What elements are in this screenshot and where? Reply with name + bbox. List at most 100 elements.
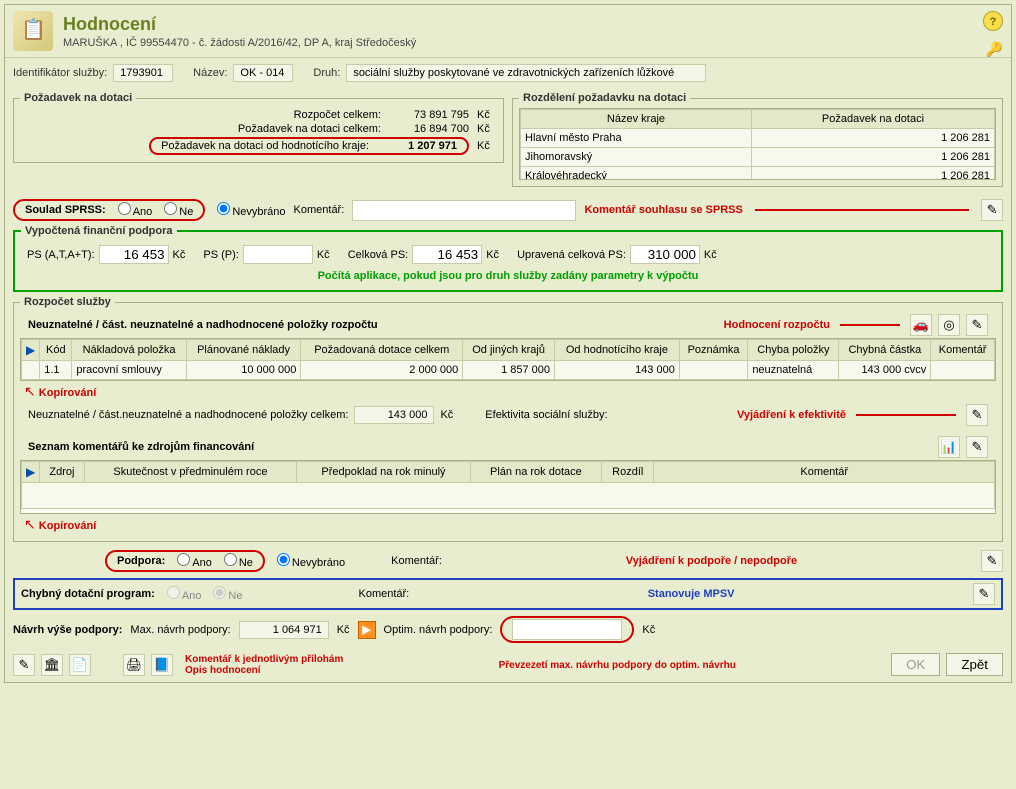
podpora-ne[interactable]: Ne xyxy=(220,553,253,569)
kc-unit: Kč xyxy=(486,249,499,261)
sprss-highlight: Soulad SPRSS: Ano Ne xyxy=(13,199,205,221)
rozdeleni-legend: Rozdělení požadavku na dotaci xyxy=(519,92,690,104)
page-title: Hodnocení xyxy=(63,14,416,35)
col-odj: Od jiných krajů xyxy=(463,340,555,361)
podpora-label: Podpora: xyxy=(117,555,165,567)
pozadavek-celkem-value: 16 894 700 xyxy=(389,123,469,135)
col-pointer: ▶ xyxy=(22,340,40,361)
pointer-icon[interactable]: ▶ xyxy=(26,343,35,357)
vypocet-fieldset: Vypočtená finanční podpora PS (A,T,A+T):… xyxy=(13,225,1003,292)
zdroje-icon-1[interactable]: 📊 xyxy=(938,436,960,458)
pozadavek-legend: Požadavek na dotaci xyxy=(20,92,136,104)
optim-input[interactable] xyxy=(512,619,622,640)
header: Hodnocení MARUŠKA , IČ 99554470 - č. žád… xyxy=(5,5,1011,58)
col-polozka: Nákladová položka xyxy=(72,340,186,361)
transfer-arrow-icon[interactable]: ▶ xyxy=(358,621,376,639)
rozdeleni-table-wrap[interactable]: Název kraje Požadavek na dotaci Hlavní m… xyxy=(519,108,996,180)
col-kom: Komentář xyxy=(931,340,995,361)
chybny-edit-icon[interactable]: ✎ xyxy=(973,583,995,605)
cell-kod: 1.1 xyxy=(40,361,72,380)
kc-unit: Kč xyxy=(440,409,453,421)
opt-label: Ne xyxy=(239,557,253,569)
celkova-label: Celková PS: xyxy=(348,249,409,261)
header-text: Hodnocení MARUŠKA , IČ 99554470 - č. žád… xyxy=(63,14,416,49)
opt-label: Ne xyxy=(179,206,193,218)
table-row-empty xyxy=(22,483,995,509)
podpora-nevybrano[interactable]: Nevybráno xyxy=(273,553,345,569)
col-plan: Plán na rok dotace xyxy=(470,462,601,483)
annotation-line xyxy=(840,324,900,326)
ident-label: Identifikátor služby: xyxy=(13,67,107,79)
budget-icon-2[interactable]: ◎ xyxy=(938,314,960,336)
help-icon[interactable]: ? xyxy=(983,11,1003,31)
sprss-nevybrano[interactable]: Nevybráno xyxy=(213,202,285,218)
footer-icon-3[interactable]: 📄 xyxy=(69,654,91,676)
efektivita-edit-icon[interactable]: ✎ xyxy=(966,404,988,426)
print-icon[interactable]: 🖨 xyxy=(123,654,145,676)
rozpocet-celkem-label: Rozpočet celkem: xyxy=(294,109,381,121)
pointer-icon[interactable]: ▶ xyxy=(26,465,35,479)
chybny-ne: Ne xyxy=(209,586,242,602)
page-subtitle: MARUŠKA , IČ 99554470 - č. žádosti A/201… xyxy=(63,37,416,49)
table-row[interactable]: Královéhradecký1 206 281 xyxy=(521,167,995,181)
footer-icon-2[interactable]: 🏛 xyxy=(41,654,63,676)
kc-unit: Kč xyxy=(642,624,655,636)
ident-row: Identifikátor služby: 1793901 Název: OK … xyxy=(5,58,1011,88)
col-nazev-kraje: Název kraje xyxy=(521,110,752,129)
ident-value: 1793901 xyxy=(113,64,173,82)
table-row[interactable]: Hlavní město Praha1 206 281 xyxy=(521,129,995,148)
kc-unit: Kč xyxy=(704,249,717,261)
sprss-row: Soulad SPRSS: Ano Ne Nevybráno Komentář:… xyxy=(5,195,1011,225)
podpora-edit-icon[interactable]: ✎ xyxy=(981,550,1003,572)
podpora-row: Podpora: Ano Ne Nevybráno Komentář: Vyjá… xyxy=(5,546,1011,576)
col-komentar: Komentář xyxy=(654,462,995,483)
sprss-label: Soulad SPRSS: xyxy=(25,204,106,216)
pozadavek-fieldset: Požadavek na dotaci Rozpočet celkem: 73 8… xyxy=(13,92,504,163)
max-value: 1 064 971 xyxy=(239,621,329,639)
key-icon[interactable]: 🔑 xyxy=(986,41,1003,58)
rozpocet-legend: Rozpočet služby xyxy=(20,296,115,308)
cell-odj: 1 857 000 xyxy=(463,361,555,380)
book-icon[interactable]: 📘 xyxy=(151,654,173,676)
efektivita-label: Efektivita sociální služby: xyxy=(485,409,607,421)
col-kod: Kód xyxy=(40,340,72,361)
sum-value: 143 000 xyxy=(354,406,434,424)
budget-edit-icon[interactable]: ✎ xyxy=(966,314,988,336)
rozpocet-sub-label: Neuznatelné / část. neuznatelné a nadhod… xyxy=(28,319,378,331)
ps-p-input[interactable] xyxy=(243,245,313,264)
col-odh: Od hodnotícího kraje xyxy=(555,340,680,361)
col-zdroj: Zdroj xyxy=(40,462,84,483)
podpora-ano[interactable]: Ano xyxy=(173,553,212,569)
rozpocet-annotation: Hodnocení rozpočtu xyxy=(724,319,830,331)
upravena-input[interactable] xyxy=(630,245,700,264)
col-pozadavek: Požadavek na dotaci xyxy=(751,110,994,129)
footer-icon-1[interactable]: ✎ xyxy=(13,654,35,676)
table-row[interactable]: 1.1 pracovní smlouvy 10 000 000 2 000 00… xyxy=(22,361,995,380)
sprss-komentar-input[interactable] xyxy=(352,200,576,221)
back-button[interactable]: Zpět xyxy=(946,653,1003,676)
cell-plan: 10 000 000 xyxy=(186,361,301,380)
col-plan: Plánované náklady xyxy=(186,340,301,361)
zdroje-edit-icon[interactable]: ✎ xyxy=(966,436,988,458)
rozpocet-table-wrap[interactable]: ▶ Kód Nákladová položka Plánované náklad… xyxy=(20,338,996,381)
sum-label: Neuznatelné / část.neuznatelné a nadhodn… xyxy=(28,409,348,421)
table-row[interactable]: Jihomoravský1 206 281 xyxy=(521,148,995,167)
ok-button[interactable]: OK xyxy=(891,653,940,676)
budget-eval-icon[interactable]: 🚗 xyxy=(910,314,932,336)
arrow-icon: ↖ xyxy=(24,516,36,532)
zdroje-table-wrap[interactable]: ▶ Zdroj Skutečnost v předminulém roce Př… xyxy=(20,460,996,514)
col-chyba: Chyba položky xyxy=(748,340,839,361)
sprss-ne[interactable]: Ne xyxy=(160,202,193,218)
col-pointer: ▶ xyxy=(22,462,40,483)
ps-at-input[interactable] xyxy=(99,245,169,264)
druh-label: Druh: xyxy=(313,67,340,79)
sprss-ano[interactable]: Ano xyxy=(114,202,153,218)
col-skut: Skutečnost v předminulém roce xyxy=(84,462,297,483)
edit-comment-icon[interactable]: ✎ xyxy=(981,199,1003,221)
celkova-input[interactable] xyxy=(412,245,482,264)
rozpocet-celkem-value: 73 891 795 xyxy=(389,109,469,121)
val-cell: 1 206 281 xyxy=(751,129,994,148)
efektivita-annotation: Vyjádření k efektivitě xyxy=(737,409,846,421)
chybny-box: Chybný dotační program: Ano Ne Komentář:… xyxy=(13,578,1003,610)
kc-unit: Kč xyxy=(477,109,497,121)
